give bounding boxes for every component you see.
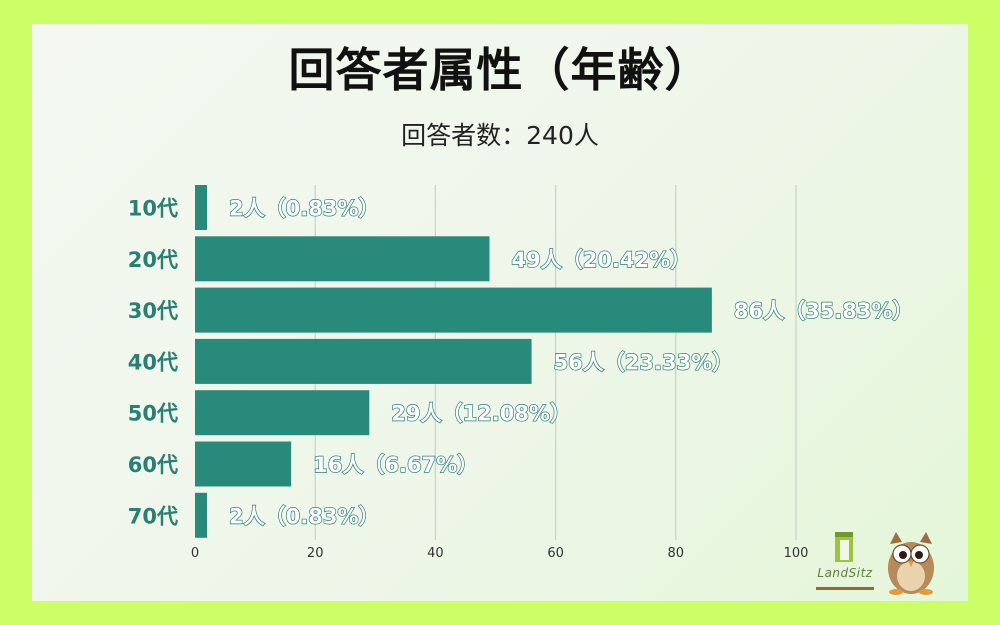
page-title: 回答者属性（年齢） — [288, 43, 712, 97]
x-tick-label: 40 — [427, 546, 444, 561]
bar — [195, 338, 532, 384]
category-label: 70代 — [128, 504, 178, 528]
category-label: 40代 — [128, 350, 178, 374]
data-label: 29人（12.08%） — [391, 402, 571, 426]
x-tick-label: 100 — [784, 546, 809, 561]
bar — [195, 236, 490, 282]
data-label: 2人（0.83%） — [229, 504, 379, 528]
data-label: 49人（20.42%） — [511, 248, 691, 272]
x-tick-label: 0 — [191, 546, 199, 561]
data-label: 56人（23.33%） — [554, 350, 734, 374]
category-label: 50代 — [128, 402, 178, 426]
category-label: 20代 — [128, 248, 178, 272]
bar — [195, 287, 712, 333]
category-label: 60代 — [128, 453, 178, 477]
bar — [195, 185, 208, 230]
category-label: 30代 — [128, 299, 178, 323]
brand-logo: LandSitz — [812, 530, 878, 596]
bar — [195, 390, 370, 436]
brand-name: LandSitz — [817, 566, 873, 580]
x-tick-label: 60 — [547, 546, 564, 561]
bar — [195, 492, 208, 538]
respondent-count: 回答者数：240人 — [401, 121, 599, 150]
brand-stripes-icon — [816, 587, 874, 590]
data-label: 2人（0.83%） — [229, 197, 379, 221]
building-logo-icon — [835, 532, 853, 562]
data-label: 86人（35.83%） — [734, 299, 914, 323]
owl-mascot-icon — [888, 532, 934, 595]
category-label: 10代 — [128, 197, 178, 221]
x-tick-label: 80 — [668, 546, 685, 561]
data-label: 16人（6.67%） — [313, 453, 478, 477]
x-tick-label: 20 — [307, 546, 324, 561]
bar — [195, 441, 292, 487]
